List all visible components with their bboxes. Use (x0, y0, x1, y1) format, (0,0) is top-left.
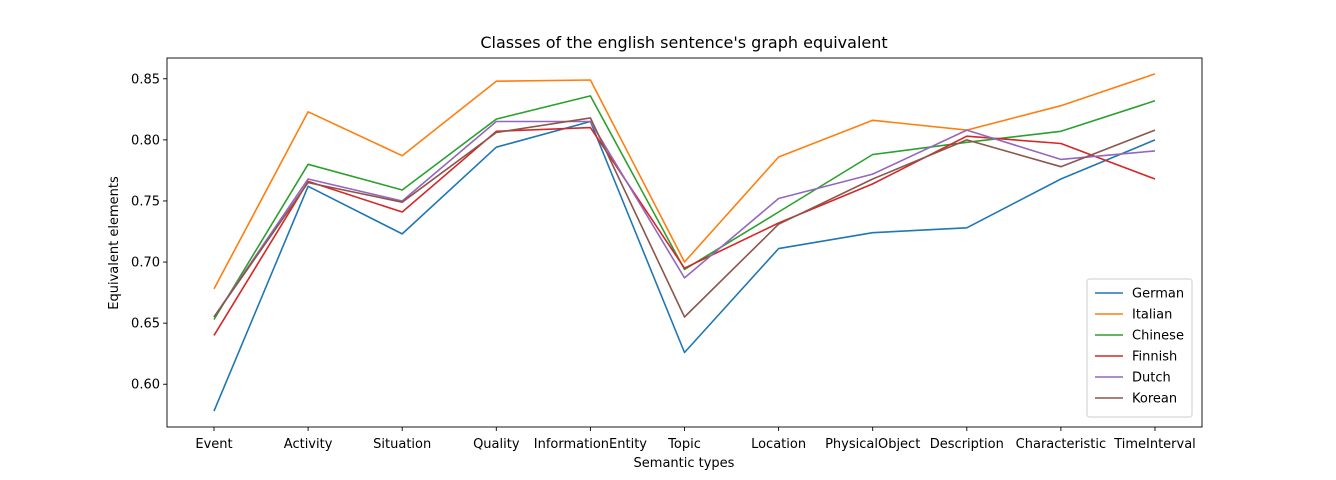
x-axis: Event Activity Situation Quality Information… (195, 427, 1196, 452)
legend-label-chinese: Chinese (1132, 329, 1184, 344)
y-tick-label: 0.60 (131, 378, 160, 393)
x-tick-label: InformationEntity (534, 437, 648, 452)
legend-label-finnish: Finnish (1132, 350, 1177, 365)
x-tick-label: Quality (473, 437, 520, 452)
y-tick-label: 0.65 (131, 317, 160, 332)
y-axis: 0.60 0.65 0.70 0.75 0.80 0.85 (131, 72, 167, 393)
y-axis-label: Equivalent elements (107, 176, 122, 310)
x-tick-label: Activity (284, 437, 333, 452)
x-tick-label: Event (195, 437, 232, 452)
y-tick-label: 0.70 (131, 256, 160, 271)
legend-label-italian: Italian (1132, 308, 1172, 323)
series-line-finnish (213, 126, 1156, 336)
series-line-german (213, 120, 1156, 412)
legend-label-korean: Korean (1132, 392, 1177, 407)
x-tick-label: Situation (373, 437, 431, 452)
x-tick-label: PhysicalObject (825, 437, 920, 452)
legend-label-german: German (1132, 287, 1184, 302)
x-tick-label: Description (930, 437, 1004, 452)
plot-frame (166, 57, 1203, 428)
legend: German Italian Chinese Finnish Dutch Korean (1086, 278, 1193, 418)
legend-label-dutch: Dutch (1132, 371, 1171, 386)
x-tick-label: TimeInterval (1113, 437, 1196, 452)
y-tick-label: 0.85 (131, 72, 160, 87)
x-tick-label: Location (751, 437, 806, 452)
y-tick-label: 0.75 (131, 194, 160, 209)
x-tick-label: Characteristic (1016, 437, 1106, 452)
plot-area (166, 57, 1203, 428)
y-tick-label: 0.80 (131, 133, 160, 148)
chart-title: Classes of the english sentence's graph … (480, 33, 887, 52)
x-tick-label: Topic (667, 437, 701, 452)
series-line-korean (213, 117, 1156, 318)
series-line-chinese (213, 95, 1156, 320)
series-line-italian (213, 73, 1156, 290)
series-line-dutch (213, 120, 1156, 318)
x-axis-label: Semantic types (634, 456, 735, 471)
